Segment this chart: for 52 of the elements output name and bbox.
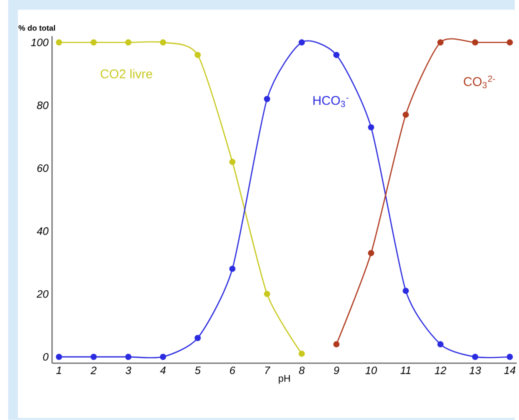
point [56, 39, 62, 46]
x-tick-label: 7 [265, 366, 270, 374]
point [506, 354, 513, 360]
y-tick-label: 80 [36, 102, 49, 110]
point [264, 96, 270, 102]
series-label: CO2 livre [100, 69, 152, 78]
x-tick-label: 3 [126, 366, 132, 374]
point [56, 354, 62, 360]
x-tick-label: 1 [56, 366, 62, 374]
point [472, 39, 478, 46]
point [402, 112, 409, 118]
point [368, 124, 374, 131]
x-tick-label: 10 [365, 366, 377, 374]
point [368, 250, 374, 256]
point [298, 350, 305, 357]
point [194, 52, 201, 58]
point [264, 290, 270, 298]
point [125, 354, 132, 360]
x-tick-label: 4 [160, 366, 166, 374]
y-tick-label: 60 [37, 164, 49, 172]
y-tick-label: 100 [31, 38, 49, 46]
x-tick-label: 5 [194, 366, 201, 374]
point [333, 341, 340, 348]
point [333, 52, 340, 58]
point [194, 335, 201, 342]
x-tick-label: 12 [434, 366, 446, 374]
point [437, 39, 444, 46]
point [229, 266, 236, 272]
y-tick-label: 20 [36, 290, 49, 298]
x-tick-label: 8 [299, 366, 305, 374]
point [90, 39, 97, 46]
x-tick-label: 6 [230, 366, 236, 374]
x-tick-label: 13 [469, 366, 481, 374]
y-tick-label: 40 [36, 227, 49, 235]
x-axis-title: pH [278, 375, 290, 384]
point [472, 354, 478, 360]
point [298, 39, 305, 46]
point [125, 39, 132, 46]
point [160, 39, 166, 46]
point [90, 354, 97, 360]
point [402, 288, 409, 294]
y-tick-label: 0 [43, 353, 49, 361]
point [437, 341, 444, 348]
x-tick-label: 2 [90, 366, 96, 374]
text: CO$_{3}$2- [464, 76, 496, 88]
point [229, 158, 236, 166]
point [160, 354, 166, 360]
point [506, 39, 513, 46]
series-label: HCO$_{3}$- [313, 96, 348, 108]
x-tick-label: 9 [334, 366, 340, 374]
x-tick-label: 14 [504, 366, 516, 374]
x-tick-label: 11 [400, 366, 410, 374]
